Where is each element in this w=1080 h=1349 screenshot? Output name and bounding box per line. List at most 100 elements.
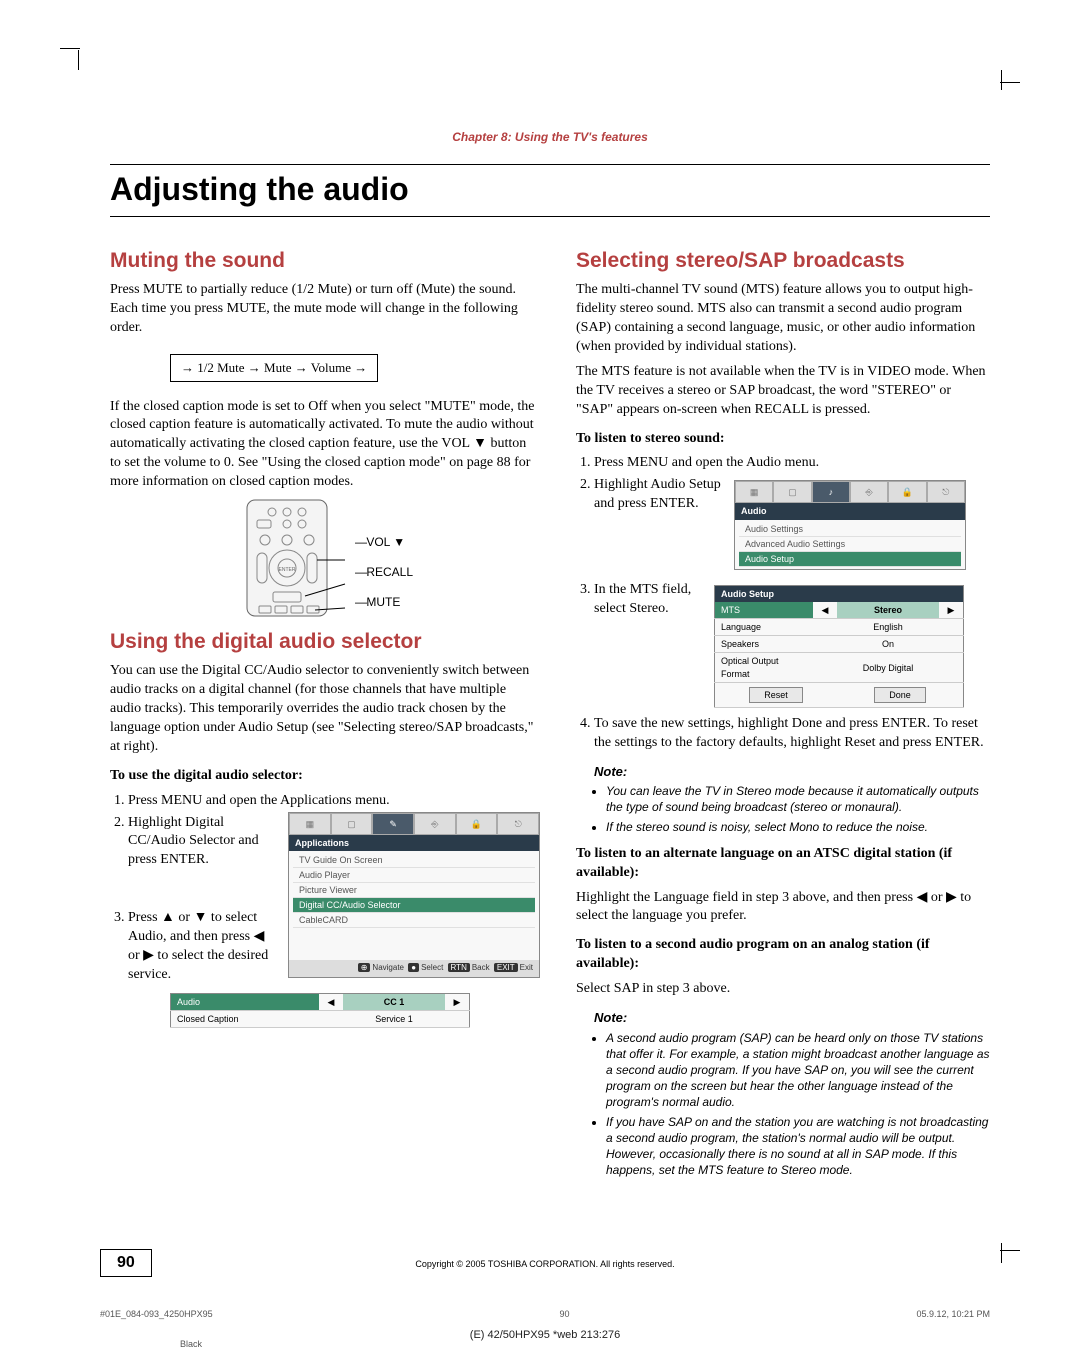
remote-icon: ENTER	[237, 498, 347, 618]
digital-heading: Using the digital audio selector	[110, 628, 540, 656]
page-number: 90	[100, 1249, 152, 1277]
app-item-selected: Digital CC/Audio Selector	[293, 898, 535, 913]
audio-menu-panel: ▦ ▢ ♪ ⎆ 🔒 ⎋ Audio Audio Settings Advance…	[734, 480, 966, 570]
tab-icon: ♪	[812, 481, 850, 503]
tab-icon: ⎋	[497, 813, 539, 835]
chapter-heading: Chapter 8: Using the TV's features	[110, 130, 990, 144]
reset-button[interactable]: Reset	[749, 687, 803, 703]
note-head: Note:	[594, 763, 990, 781]
sap-step-3: In the MTS field, select Stereo. Audio S…	[594, 581, 990, 712]
row-key: MTS	[715, 602, 814, 619]
row-val: Stereo	[837, 602, 939, 619]
remote-labels: VOL ▼ RECALL MUTE	[355, 498, 413, 611]
audio-setup-table-wrap: Audio Setup MTS ◀ Stereo ▶ Language Engl…	[714, 581, 964, 712]
sap-p1: The multi-channel TV sound (MTS) feature…	[576, 281, 990, 357]
svg-text:ENTER: ENTER	[279, 567, 296, 573]
crop-mark	[1001, 70, 1002, 90]
audio-cc-table: Audio ◀ CC 1 ▶ Closed Caption Service 1	[170, 993, 470, 1028]
sap-step3-text: In the MTS field, select Stereo.	[594, 581, 704, 619]
step2-text: Highlight Digital CC/Audio Selector and …	[128, 814, 278, 871]
table-row: Speakers On	[715, 636, 964, 653]
right-arrow-icon: ▶	[445, 993, 470, 1010]
row-val: CC 1	[343, 993, 445, 1010]
row-val: Service 1	[343, 1010, 445, 1027]
digital-step-1: Press MENU and open the Applications men…	[128, 792, 540, 811]
audio-menu-body: Audio Settings Advanced Audio Settings A…	[735, 520, 965, 569]
note-item: A second audio program (SAP) can be hear…	[606, 1030, 990, 1111]
table-row: Language English	[715, 619, 964, 636]
table-row: Optical Output Format Dolby Digital	[715, 653, 964, 682]
back-icon: RTN	[448, 963, 470, 972]
muting-heading: Muting the sound	[110, 247, 540, 275]
page-title: Adjusting the audio	[110, 164, 990, 217]
applications-body: TV Guide On Screen Audio Player Picture …	[289, 851, 539, 961]
mute-cycle-box: → 1/2 Mute → Mute → Volume →	[170, 354, 378, 382]
app-item: TV Guide On Screen	[293, 853, 535, 868]
table-row: Audio ◀ CC 1 ▶	[171, 993, 470, 1010]
exit-icon: EXIT	[494, 963, 518, 972]
left-arrow-icon: ◀	[319, 993, 343, 1010]
nav-icon: ⊕	[358, 963, 371, 972]
label-mute: MUTE	[355, 594, 413, 610]
sap-step-2: Highlight Audio Setup and press ENTER. ▦…	[594, 476, 990, 578]
tab-icon: ▢	[331, 813, 373, 835]
button-row: Reset Done	[715, 682, 964, 707]
tab-icon: ⎋	[927, 481, 965, 503]
note-list-1: You can leave the TV in Stereo mode beca…	[606, 783, 990, 835]
sap-p3: Highlight the Language field in step 3 a…	[576, 889, 990, 927]
remote-diagram: ENTER VOL ▼ RECALL MUTE	[225, 498, 425, 618]
step3-text: Press ▲ or ▼ to select Audio, and then p…	[128, 909, 278, 985]
tab-icon: ▢	[773, 481, 811, 503]
digital-subhead: To use the digital audio selector:	[110, 767, 540, 786]
sap-sub1: To listen to stereo sound:	[576, 430, 990, 449]
copyright: Copyright © 2005 TOSHIBA CORPORATION. Al…	[100, 1259, 990, 1269]
tab-icon: ⎆	[850, 481, 888, 503]
print-footer: #01E_084-093_4250HPX95 90 05.9.12, 10:21…	[100, 1309, 990, 1319]
left-column: Muting the sound Press MUTE to partially…	[110, 237, 540, 1186]
digital-p1: You can use the Digital CC/Audio selecto…	[110, 662, 540, 756]
crop-mark	[1000, 82, 1020, 83]
footer-timestamp: 05.9.12, 10:21 PM	[916, 1309, 990, 1319]
sel-icon: ●	[408, 963, 419, 972]
note-head-2: Note:	[594, 1009, 990, 1027]
audio-setup-table: Audio Setup MTS ◀ Stereo ▶ Language Engl…	[714, 585, 964, 708]
manual-page: Chapter 8: Using the TV's features Adjus…	[0, 0, 1080, 1349]
file-id: #01E_084-093_4250HPX95	[100, 1309, 213, 1319]
sap-steps: Press MENU and open the Audio menu. High…	[594, 454, 990, 752]
label-vol: VOL ▼	[355, 534, 413, 550]
sap-sub3: To listen to a second audio program on a…	[576, 936, 990, 974]
note-item: You can leave the TV in Stereo mode beca…	[606, 783, 990, 815]
app-item: Audio Player	[293, 868, 535, 883]
crop-mark	[1000, 1250, 1020, 1251]
crop-mark	[1001, 1243, 1002, 1263]
right-arrow-icon: ▶	[939, 602, 964, 619]
app-item: CableCARD	[293, 913, 535, 928]
note-item: If you have SAP on and the station you a…	[606, 1114, 990, 1179]
sap-heading: Selecting stereo/SAP broadcasts	[576, 247, 990, 275]
applications-header: Applications	[289, 835, 539, 851]
audio-item: Audio Settings	[739, 522, 961, 537]
legend-bar: ⊕Navigate ●Select RTNBack EXITExit	[289, 960, 539, 977]
tab-icon: ▦	[735, 481, 773, 503]
sap-step-4: To save the new settings, highlight Done…	[594, 715, 990, 753]
tab-row: ▦ ▢ ♪ ⎆ 🔒 ⎋	[735, 481, 965, 503]
audio-header: Audio	[735, 503, 965, 519]
crop-mark	[60, 48, 80, 49]
left-arrow-icon: ◀	[813, 602, 837, 619]
audio-item-selected: Audio Setup	[739, 552, 961, 567]
setup-header: Audio Setup	[715, 585, 964, 602]
tab-icon: ⎆	[414, 813, 456, 835]
footer-center-num: 90	[560, 1309, 570, 1319]
content-columns: Muting the sound Press MUTE to partially…	[110, 237, 990, 1186]
tab-icon: 🔒	[456, 813, 498, 835]
note-item: If the stereo sound is noisy, select Mon…	[606, 819, 990, 835]
tab-icon: 🔒	[888, 481, 926, 503]
sap-step2-text: Highlight Audio Setup and press ENTER.	[594, 476, 724, 514]
table-row: MTS ◀ Stereo ▶	[715, 602, 964, 619]
tab-icon: ✎	[372, 813, 414, 835]
table-row: Closed Caption Service 1	[171, 1010, 470, 1027]
done-button[interactable]: Done	[874, 687, 926, 703]
audio-item: Advanced Audio Settings	[739, 537, 961, 552]
page-footer: 90 Copyright © 2005 TOSHIBA CORPORATION.…	[100, 1249, 990, 1269]
tab-icon: ▦	[289, 813, 331, 835]
